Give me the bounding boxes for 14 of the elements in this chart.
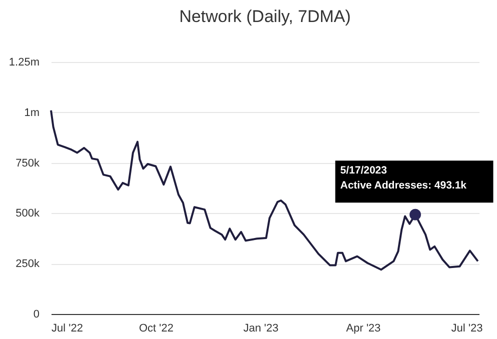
y-tick-label: 1.25m: [8, 56, 40, 68]
y-tick-label: 750k: [16, 157, 40, 170]
x-tick-label: Oct '22: [138, 322, 174, 334]
x-tick-label: Jul '22: [52, 322, 83, 334]
y-tick-label: 0: [33, 308, 40, 320]
y-tick-label: 250k: [16, 258, 40, 270]
chart-title: Network (Daily, 7DMA): [179, 7, 351, 26]
x-tick-label: Jan '23: [243, 322, 279, 334]
x-tick-label: Jul '23: [451, 322, 483, 334]
y-tick-label: 1m: [24, 106, 40, 119]
y-tick-label: 500k: [16, 208, 40, 220]
x-tick-label: Apr '23: [346, 322, 381, 334]
annotation: 5/17/2023 Active Addresses: 493.1k: [340, 164, 467, 192]
line-series: [50, 109, 479, 271]
